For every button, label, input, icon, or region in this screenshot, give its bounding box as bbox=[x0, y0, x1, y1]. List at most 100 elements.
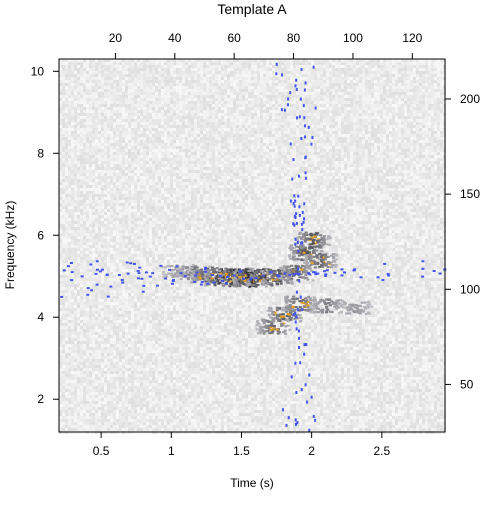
feature-pixel bbox=[262, 268, 266, 271]
feature-pixel bbox=[229, 283, 233, 286]
feature-pixel bbox=[319, 298, 323, 301]
template-marker bbox=[325, 269, 329, 272]
template-marker bbox=[294, 418, 297, 422]
feature-pixel bbox=[197, 274, 201, 277]
feature-pixel bbox=[238, 273, 242, 276]
feature-pixel bbox=[318, 265, 322, 268]
feature-pixel bbox=[332, 255, 336, 258]
feature-pixel bbox=[170, 274, 174, 277]
feature-pixel bbox=[216, 279, 220, 282]
feature-pixel bbox=[308, 267, 312, 270]
feature-pixel bbox=[354, 306, 358, 309]
template-marker bbox=[175, 265, 179, 268]
template-marker bbox=[95, 260, 99, 263]
feature-pixel bbox=[229, 268, 233, 271]
feature-pixel bbox=[348, 306, 352, 309]
template-marker bbox=[295, 315, 298, 319]
feature-pixel bbox=[301, 276, 305, 279]
feature-pixel bbox=[285, 315, 289, 318]
feature-pixel bbox=[215, 267, 219, 270]
feature-pixel bbox=[196, 269, 200, 272]
feature-pixel bbox=[205, 277, 209, 280]
template-marker bbox=[293, 214, 296, 218]
feature-pixel bbox=[298, 276, 302, 279]
feature-pixel bbox=[309, 263, 313, 266]
feature-pixel bbox=[204, 274, 208, 277]
feature-pixel bbox=[251, 267, 255, 270]
feature-pixel bbox=[364, 313, 368, 316]
template-marker bbox=[438, 272, 442, 275]
template-marker bbox=[293, 223, 296, 227]
feature-pixel bbox=[306, 250, 310, 253]
feature-pixel bbox=[337, 306, 341, 309]
feature-pixel bbox=[246, 273, 250, 276]
feature-pixel bbox=[253, 272, 257, 275]
feature-pixel bbox=[319, 256, 323, 259]
feature-pixel bbox=[315, 245, 319, 248]
template-marker bbox=[109, 285, 113, 288]
feature-pixel bbox=[200, 270, 204, 273]
feature-pixel bbox=[216, 275, 220, 278]
feature-pixel bbox=[256, 284, 260, 287]
template-marker bbox=[172, 278, 176, 281]
feature-pixel bbox=[326, 308, 330, 311]
feature-pixel bbox=[217, 271, 221, 274]
feature-pixel bbox=[272, 280, 276, 283]
feature-pixel bbox=[305, 237, 309, 240]
template-marker bbox=[293, 272, 297, 275]
top-tick-label: 20 bbox=[109, 31, 123, 45]
feature-pixel bbox=[298, 270, 302, 273]
template-marker bbox=[151, 272, 155, 275]
feature-pixel bbox=[335, 307, 339, 310]
feature-pixel bbox=[297, 316, 301, 319]
feature-pixel bbox=[313, 299, 317, 302]
feature-pixel bbox=[356, 308, 360, 311]
template-marker bbox=[140, 277, 144, 280]
template-marker bbox=[203, 266, 207, 269]
feature-pixel bbox=[324, 256, 328, 259]
feature-pixel bbox=[325, 302, 329, 305]
feature-pixel bbox=[298, 232, 302, 235]
feature-pixel bbox=[280, 324, 284, 327]
template-marker bbox=[304, 135, 307, 139]
template-marker bbox=[294, 361, 297, 365]
feature-pixel bbox=[326, 255, 330, 258]
feature-highlight bbox=[292, 271, 296, 274]
template-marker bbox=[283, 272, 287, 275]
feature-pixel bbox=[270, 322, 274, 325]
feature-pixel bbox=[238, 283, 242, 286]
template-marker bbox=[299, 97, 302, 101]
feature-pixel bbox=[287, 306, 291, 309]
template-marker bbox=[294, 320, 297, 324]
template-marker bbox=[294, 242, 297, 246]
feature-pixel bbox=[173, 272, 177, 275]
feature-pixel bbox=[263, 330, 267, 333]
feature-pixel bbox=[343, 301, 347, 304]
feature-pixel bbox=[312, 255, 316, 258]
feature-pixel bbox=[295, 270, 299, 273]
feature-pixel bbox=[315, 254, 319, 257]
feature-pixel bbox=[287, 254, 291, 257]
feature-pixel bbox=[295, 245, 299, 248]
feature-pixel bbox=[222, 273, 226, 276]
feature-pixel bbox=[346, 308, 350, 311]
feature-pixel bbox=[268, 308, 272, 311]
right-tick-label: 150 bbox=[460, 187, 480, 201]
feature-pixel bbox=[289, 318, 293, 321]
template-marker bbox=[275, 72, 278, 76]
template-marker bbox=[211, 274, 215, 277]
feature-pixel bbox=[242, 283, 246, 286]
template-marker bbox=[86, 293, 90, 296]
feature-highlight bbox=[291, 305, 295, 308]
template-marker bbox=[387, 274, 391, 277]
feature-pixel bbox=[323, 238, 327, 241]
feature-pixel bbox=[219, 277, 223, 280]
feature-pixel bbox=[204, 277, 208, 280]
template-marker bbox=[132, 262, 136, 265]
feature-pixel bbox=[305, 265, 309, 268]
feature-pixel bbox=[162, 270, 166, 273]
feature-pixel bbox=[318, 252, 322, 255]
template-marker bbox=[323, 270, 327, 273]
feature-pixel bbox=[323, 301, 327, 304]
feature-pixel bbox=[181, 267, 185, 270]
